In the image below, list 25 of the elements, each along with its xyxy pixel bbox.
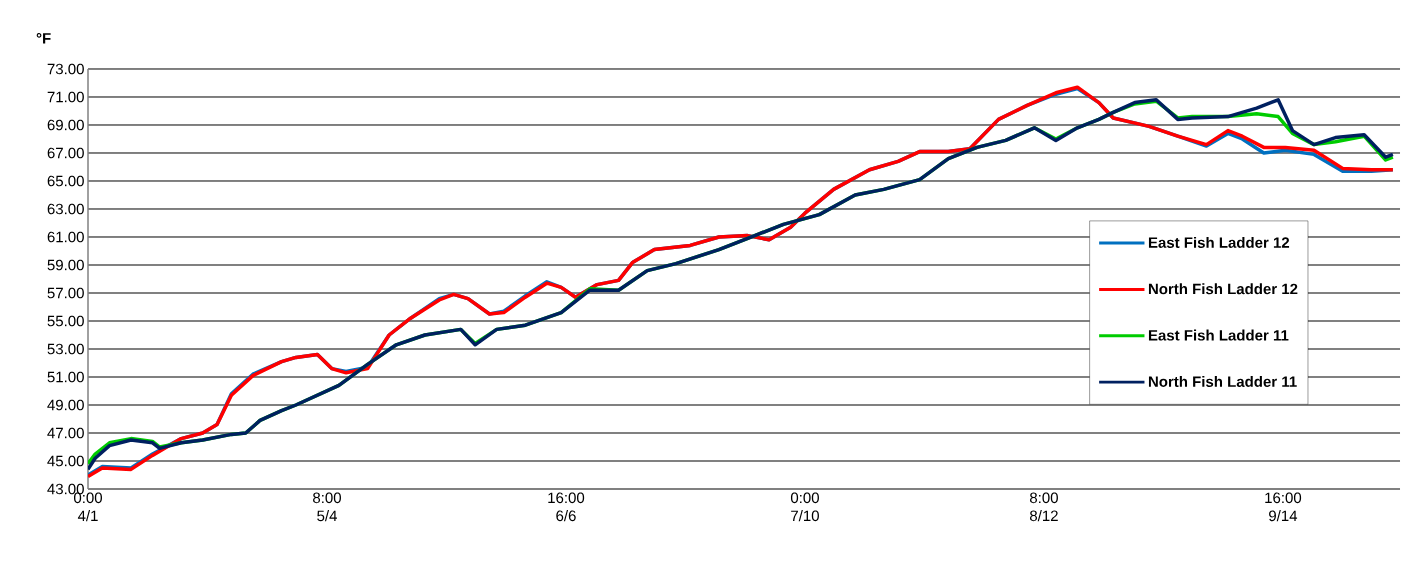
y-tick-label: 55.00: [47, 315, 84, 327]
y-tick-label: 59.00: [47, 259, 84, 271]
y-tick-label: 73.00: [47, 63, 84, 75]
y-tick-label: 67.00: [47, 147, 84, 159]
x-tick-label: 16:00 9/14: [1265, 492, 1302, 522]
y-tick-label: 63.00: [47, 203, 84, 215]
legend-label: East Fish Ladder 11: [1148, 329, 1289, 341]
x-tick-label: 8:00 5/4: [313, 492, 341, 522]
y-tick-label: 47.00: [47, 427, 84, 439]
y-tick-label: 71.00: [47, 91, 84, 103]
y-axis-title: °F: [36, 33, 51, 44]
legend-label: North Fish Ladder 12: [1148, 283, 1298, 295]
y-tick-label: 61.00: [47, 231, 84, 243]
x-tick-label: 16:00 6/6: [548, 492, 585, 522]
y-tick-label: 53.00: [47, 343, 84, 355]
y-tick-label: 45.00: [47, 455, 84, 467]
x-tick-label: 0:00 7/10: [790, 492, 819, 522]
legend-label: East Fish Ladder 12: [1148, 236, 1290, 248]
y-tick-label: 65.00: [47, 175, 84, 187]
y-tick-label: 51.00: [47, 371, 84, 383]
x-tick-label: 8:00 8/12: [1030, 492, 1058, 522]
y-tick-label: 49.00: [47, 399, 84, 411]
legend-label: North Fish Ladder 11: [1148, 375, 1297, 387]
y-tick-label: 69.00: [47, 119, 84, 131]
y-tick-label: 57.00: [47, 287, 84, 299]
